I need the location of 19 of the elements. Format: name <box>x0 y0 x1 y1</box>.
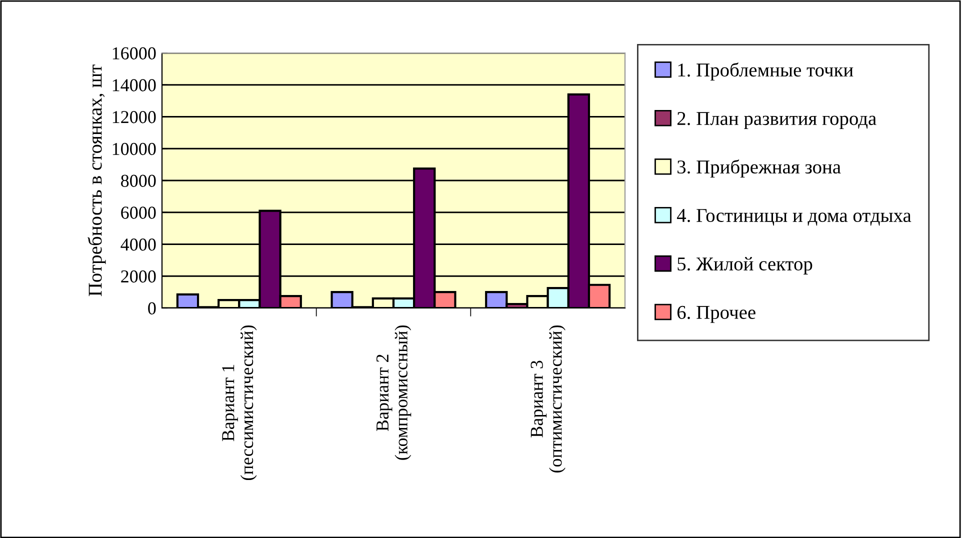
legend-label: 6. Прочее <box>677 306 756 323</box>
legend-label: 3. Прибрежная зона <box>678 159 841 178</box>
y-tick-label: 10000 <box>112 142 156 156</box>
y-tick-label: 16000 <box>112 47 156 60</box>
y-axis-title: Потребность в стоянках, шт <box>88 64 106 296</box>
y-tick-label: 0 <box>148 302 156 314</box>
legend-label: 2. План развития города <box>677 112 876 130</box>
x-tick-label: Вариант 2 (компромиссный) <box>376 325 412 460</box>
y-tick-label: 2000 <box>121 270 156 283</box>
y-tick-label: 8000 <box>121 174 156 187</box>
x-tick-label: Вариант 1 (пессимистический) <box>222 325 257 480</box>
legend-label: 1. Проблемные точки <box>678 62 854 81</box>
legend-label: 4. Гостиницы и дома отдыха <box>676 209 912 226</box>
x-tick-label: Вариант 3 (оптимистический) <box>530 325 566 472</box>
y-tick-label: 12000 <box>112 111 156 124</box>
y-tick-label: 4000 <box>120 238 156 251</box>
y-tick-label: 14000 <box>112 79 156 92</box>
y-tick-label: 6000 <box>121 206 156 219</box>
legend-label: 5. Жилой сектор <box>678 257 812 274</box>
